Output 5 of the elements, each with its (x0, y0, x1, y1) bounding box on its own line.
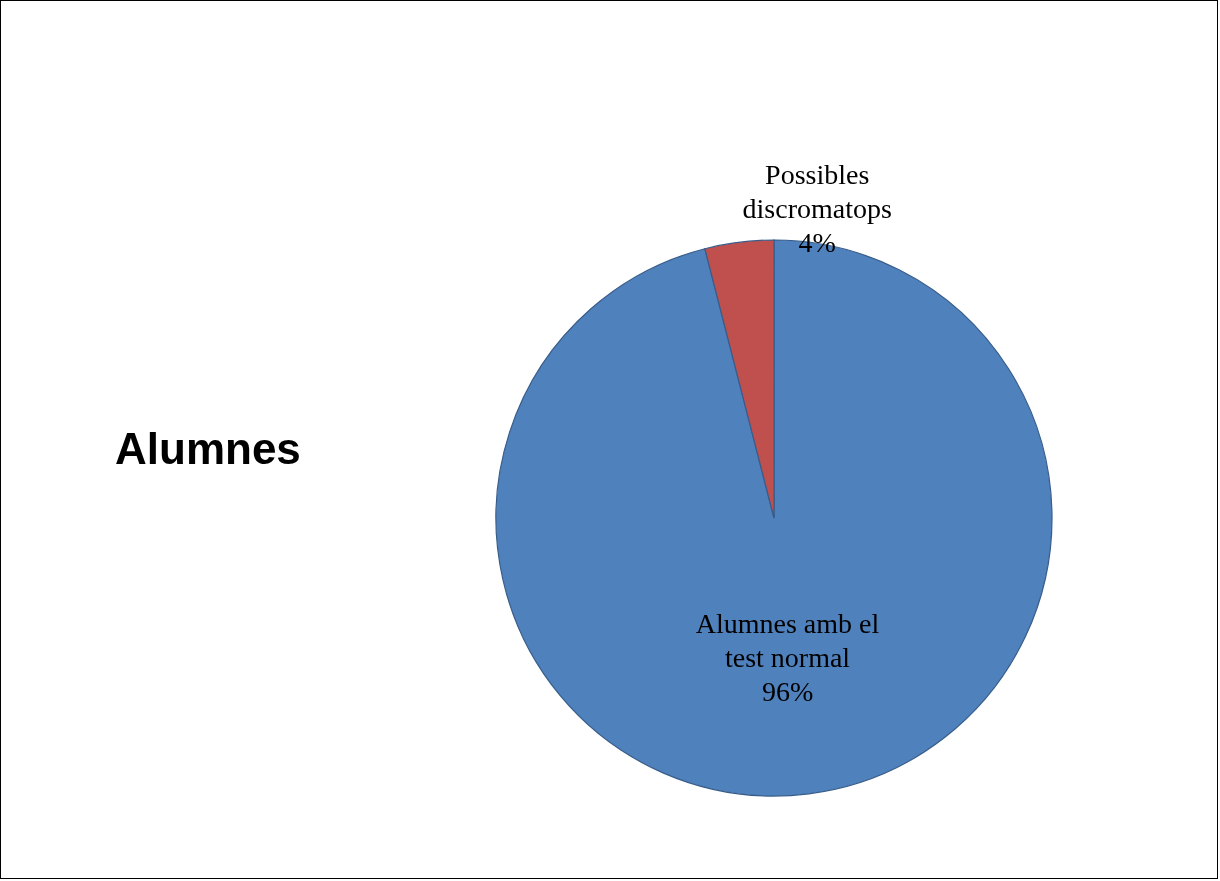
data-label: 4% (798, 226, 836, 258)
text: Alumnes (115, 424, 301, 473)
data-label: 96% (761, 676, 814, 708)
slice-label: Possibles discromatops (742, 158, 892, 224)
slice-label: Alumnes amb el test normal (695, 608, 880, 674)
